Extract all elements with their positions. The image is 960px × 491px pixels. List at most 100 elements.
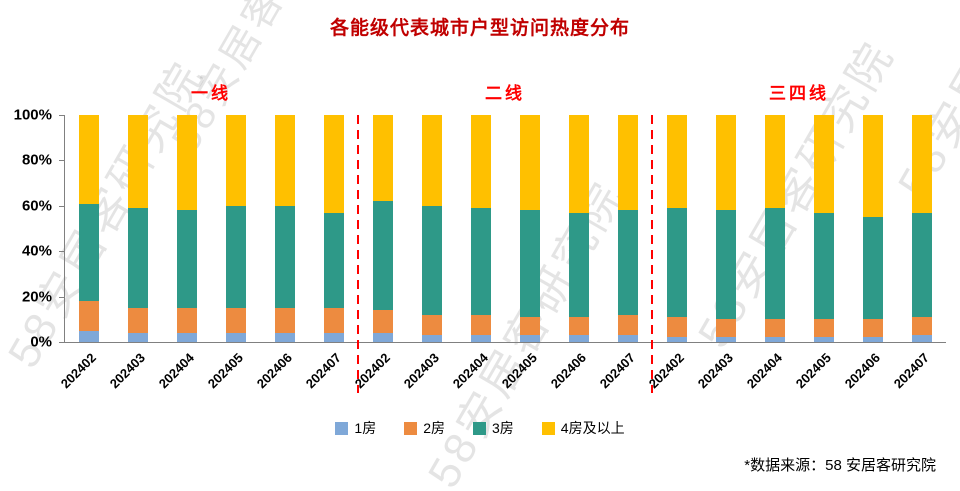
bar-cell: 202406: [842, 115, 897, 391]
legend-label: 4房及以上: [560, 420, 625, 436]
bar-segment: [323, 307, 344, 333]
bar-cell: 202405: [205, 115, 260, 391]
x-axis-label: 202404: [743, 350, 786, 392]
group-label: 二线: [485, 83, 525, 103]
bar-segment: [715, 319, 736, 338]
bar-segment: [372, 310, 393, 333]
stacked-bar: [764, 115, 785, 342]
chart-group: 一线 202402 202403 202404 202405 202406 202407: [58, 67, 358, 392]
bar-segment: [127, 208, 148, 308]
bar-segment: [421, 205, 442, 315]
bar-cell: 202403: [401, 115, 456, 391]
stacked-bar: [274, 115, 295, 342]
bar-segment: [470, 115, 491, 209]
stacked-bar: [911, 115, 932, 342]
y-scale: 100% 80% 60% 40% 20% 0%: [4, 107, 64, 351]
legend-label: 2房: [423, 420, 445, 436]
x-axis-label: 202403: [694, 350, 737, 392]
bar-segment: [470, 314, 491, 336]
bar-segment: [862, 337, 883, 342]
bar-segment: [78, 330, 99, 342]
y-axis-tick-label: 100%: [13, 106, 52, 124]
bar-segment: [274, 332, 295, 342]
stacked-bar: [666, 115, 687, 342]
bar-cell: 202402: [646, 115, 701, 391]
bar-segment: [519, 317, 540, 336]
group-label: 三四线: [769, 83, 829, 103]
y-axis-tick-mark: [59, 251, 64, 253]
stacked-bar: [715, 115, 736, 342]
stacked-bar: [568, 115, 589, 342]
legend-item: 3房: [473, 418, 514, 438]
bar-cell: 202404: [744, 115, 799, 391]
bar-segment: [764, 115, 785, 209]
groups-container: 一线 202402 202403 202404 202405 202406 202407 二线…: [58, 67, 946, 393]
y-axis-tick-label: 40%: [21, 242, 52, 260]
stacked-bar: [323, 115, 344, 342]
bar-cell: 202404: [156, 115, 211, 391]
bar-cell: 202407: [303, 115, 358, 391]
bar-segment: [715, 115, 736, 211]
x-axis-label: 202406: [253, 350, 296, 392]
bar-segment: [274, 115, 295, 206]
stacked-bar: [862, 115, 883, 342]
chart-group: 二线 202402 202403 202404 202405 202406 202407: [352, 67, 652, 392]
stacked-bar: [372, 115, 393, 342]
bar-segment: [617, 115, 638, 211]
y-axis-tick-mark: [59, 296, 64, 298]
x-axis-label: 202403: [106, 350, 149, 392]
bar-segment: [813, 319, 834, 338]
bar-segment: [911, 212, 932, 318]
bar-segment: [176, 115, 197, 211]
bar-cell: 202404: [450, 115, 505, 391]
bar-segment: [666, 337, 687, 342]
bars-row: 202402 202403 202404 202405 202406 202407: [646, 115, 946, 391]
y-axis-tick-label: 60%: [21, 197, 52, 215]
bar-segment: [274, 205, 295, 308]
y-axis-tick-mark: [59, 205, 64, 207]
bar-segment: [225, 115, 246, 206]
bar-segment: [519, 115, 540, 211]
bar-segment: [911, 115, 932, 213]
y-axis-tick-label: 0%: [30, 333, 52, 351]
group-separator-line: [650, 115, 653, 393]
bar-segment: [421, 115, 442, 206]
bar-segment: [568, 317, 589, 336]
x-axis-label: 202402: [57, 350, 100, 392]
bar-segment: [666, 208, 687, 318]
legend-label: 1房: [354, 420, 377, 436]
stacked-bar: [470, 115, 491, 342]
bar-segment: [323, 115, 344, 213]
bar-segment: [470, 335, 491, 342]
x-axis-line: [64, 342, 946, 343]
bar-segment: [127, 307, 148, 333]
bar-segment: [372, 201, 393, 311]
stacked-bar: [813, 115, 834, 342]
bar-segment: [617, 314, 638, 336]
bar-cell: 202407: [597, 115, 652, 391]
legend-swatch: [335, 421, 349, 435]
legend-swatch: [473, 421, 486, 435]
x-axis-label: 202405: [204, 350, 247, 392]
legend-label: 3房: [492, 420, 514, 436]
bar-segment: [323, 332, 344, 342]
stacked-bar: [127, 115, 148, 342]
bar-cell: 202402: [58, 115, 113, 391]
bar-segment: [176, 332, 197, 342]
bar-cell: 202405: [793, 115, 848, 391]
stacked-bar: [519, 115, 540, 342]
y-axis-tick-label: 80%: [21, 151, 52, 169]
bar-cell: 202407: [891, 115, 946, 391]
group-label: 一线: [191, 83, 231, 103]
legend: 1房 2房 3房 4房及以上: [0, 418, 960, 438]
x-axis-label: 202405: [498, 350, 541, 392]
y-axis-tick-mark: [59, 160, 64, 162]
bar-segment: [274, 307, 295, 333]
bar-segment: [568, 115, 589, 213]
bar-segment: [421, 335, 442, 342]
legend-item: 1房: [335, 418, 376, 438]
bar-segment: [911, 335, 932, 342]
stacked-bar: [421, 115, 442, 342]
y-axis-tick-label: 20%: [21, 288, 52, 306]
